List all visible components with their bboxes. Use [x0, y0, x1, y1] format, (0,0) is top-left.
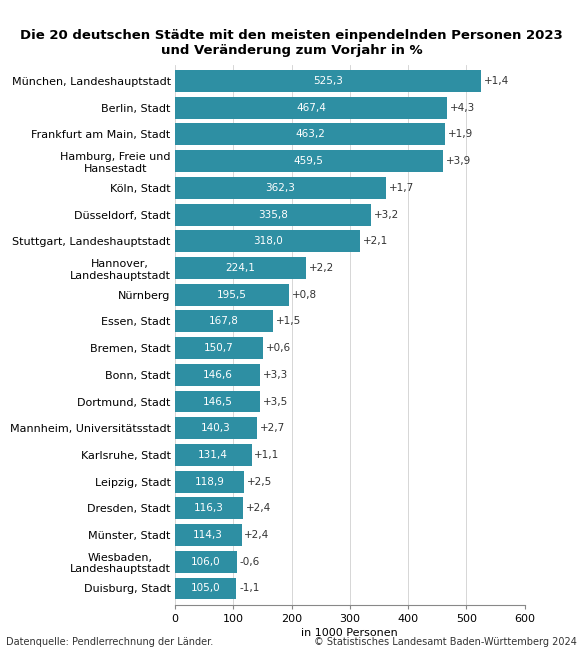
- Bar: [175, 97, 447, 119]
- Bar: [175, 497, 243, 519]
- Text: 459,5: 459,5: [294, 156, 324, 166]
- Text: 463,2: 463,2: [295, 129, 325, 140]
- Text: +2,4: +2,4: [244, 530, 270, 540]
- Text: +0,6: +0,6: [266, 343, 291, 353]
- Text: 114,3: 114,3: [194, 530, 223, 540]
- Text: +0,8: +0,8: [292, 290, 317, 300]
- Bar: [175, 284, 289, 306]
- Text: +3,5: +3,5: [264, 396, 289, 406]
- Text: +2,1: +2,1: [363, 236, 388, 246]
- Bar: [175, 150, 443, 172]
- Bar: [175, 337, 263, 359]
- Text: 131,4: 131,4: [198, 450, 228, 460]
- Text: 150,7: 150,7: [204, 343, 234, 353]
- Bar: [175, 471, 244, 493]
- Text: 106,0: 106,0: [191, 557, 220, 567]
- Text: 105,0: 105,0: [191, 584, 220, 593]
- Text: 335,8: 335,8: [258, 209, 288, 220]
- X-axis label: in 1000 Personen: in 1000 Personen: [301, 628, 398, 638]
- Bar: [175, 124, 445, 146]
- Text: +1,4: +1,4: [484, 76, 510, 86]
- Bar: [175, 391, 260, 413]
- Text: +2,4: +2,4: [245, 503, 271, 514]
- Bar: [175, 177, 386, 199]
- Text: +1,1: +1,1: [254, 450, 280, 460]
- Text: 140,3: 140,3: [201, 423, 231, 434]
- Text: 467,4: 467,4: [296, 103, 326, 112]
- Text: Die 20 deutschen Städte mit den meisten einpendelnden Personen 2023
und Veränder: Die 20 deutschen Städte mit den meisten …: [20, 29, 563, 57]
- Text: 116,3: 116,3: [194, 503, 224, 514]
- Bar: [175, 551, 237, 573]
- Text: +1,7: +1,7: [389, 183, 415, 193]
- Text: +4,3: +4,3: [450, 103, 476, 112]
- Bar: [175, 230, 360, 252]
- Text: -1,1: -1,1: [239, 584, 259, 593]
- Text: 146,5: 146,5: [203, 396, 233, 406]
- Text: +2,2: +2,2: [308, 263, 333, 273]
- Text: 318,0: 318,0: [252, 236, 283, 246]
- Bar: [175, 578, 236, 599]
- Text: +1,5: +1,5: [276, 317, 301, 326]
- Bar: [175, 444, 251, 466]
- Bar: [175, 257, 305, 279]
- Text: Datenquelle: Pendlerrechnung der Länder.: Datenquelle: Pendlerrechnung der Länder.: [6, 637, 213, 647]
- Text: 118,9: 118,9: [195, 476, 224, 487]
- Bar: [175, 311, 273, 332]
- Text: 224,1: 224,1: [225, 263, 255, 273]
- Text: +1,9: +1,9: [448, 129, 473, 140]
- Text: +3,3: +3,3: [264, 370, 289, 380]
- Text: 167,8: 167,8: [209, 317, 239, 326]
- Text: +3,9: +3,9: [445, 156, 471, 166]
- Bar: [175, 524, 241, 546]
- Text: +2,5: +2,5: [247, 476, 272, 487]
- Text: 525,3: 525,3: [313, 76, 343, 86]
- Text: 195,5: 195,5: [217, 290, 247, 300]
- Text: +2,7: +2,7: [259, 423, 285, 434]
- Text: © Statistisches Landesamt Baden-Württemberg 2024: © Statistisches Landesamt Baden-Württemb…: [314, 637, 577, 647]
- Bar: [175, 70, 481, 92]
- Text: 146,6: 146,6: [203, 370, 233, 380]
- Bar: [175, 417, 257, 439]
- Bar: [175, 364, 261, 385]
- Text: -0,6: -0,6: [240, 557, 260, 567]
- Bar: [175, 203, 371, 226]
- Text: +3,2: +3,2: [374, 209, 399, 220]
- Text: 362,3: 362,3: [266, 183, 296, 193]
